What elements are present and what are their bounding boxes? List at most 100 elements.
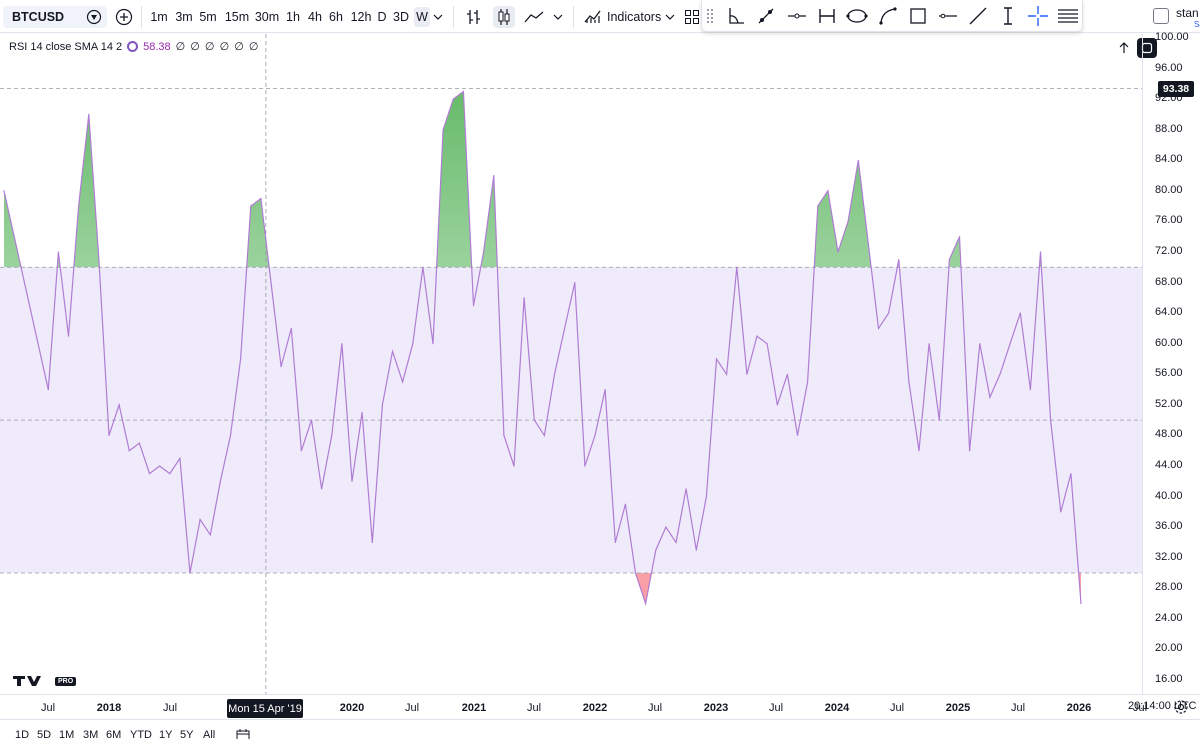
range-1d[interactable]: 1D xyxy=(15,729,30,739)
curve-icon[interactable] xyxy=(876,4,900,28)
rsi-point xyxy=(179,457,181,459)
checkbox[interactable] xyxy=(1153,8,1169,24)
range-5y[interactable]: 5Y xyxy=(180,729,194,739)
rsi-point xyxy=(361,411,363,414)
interval-1m[interactable]: 1m xyxy=(150,10,168,24)
settings-gear-icon[interactable] xyxy=(1173,699,1189,715)
range-1m[interactable]: 1M xyxy=(59,729,75,739)
ray-icon[interactable] xyxy=(966,4,990,28)
bars-style-icon[interactable] xyxy=(463,6,485,28)
price-tick-label: 68.00 xyxy=(1155,275,1183,288)
line-chart-icon[interactable] xyxy=(523,6,545,28)
rsi-point xyxy=(726,373,728,375)
time-tick-label: 2023 xyxy=(703,702,729,714)
menu-lines-icon[interactable] xyxy=(1056,4,1080,28)
rsi-point xyxy=(958,236,961,238)
horizontal-ray-icon[interactable] xyxy=(785,4,809,28)
drag-handle-icon[interactable] xyxy=(706,8,716,24)
symbol-search-button[interactable]: BTCUSD xyxy=(3,6,107,28)
rsi-line xyxy=(3,90,1082,606)
rsi-point xyxy=(999,373,1001,375)
interval-15m[interactable]: 15m xyxy=(224,10,250,24)
price-scale[interactable]: 100.00 96.00 92.00 88.00 84.00 80.00 76.00 72.0… xyxy=(1142,31,1200,694)
tradingview-logo[interactable]: PRO xyxy=(13,675,77,687)
ellipse-icon[interactable] xyxy=(845,4,869,28)
range-1y[interactable]: 1Y xyxy=(159,729,173,739)
rsi-chart xyxy=(0,34,1142,694)
rsi-point xyxy=(260,197,262,200)
range-ytd[interactable]: YTD xyxy=(130,729,152,739)
time-tick-label: Jul xyxy=(1010,702,1026,714)
chevron-down-icon[interactable] xyxy=(550,6,566,28)
chevron-down-icon[interactable] xyxy=(430,6,446,28)
interval-w[interactable]: W xyxy=(414,7,430,27)
rsi-point xyxy=(1070,473,1072,475)
rsi-point xyxy=(57,251,60,253)
interval-12h[interactable]: 12h xyxy=(350,10,372,24)
rectangle-icon[interactable] xyxy=(906,4,930,28)
add-symbol-icon[interactable] xyxy=(113,6,135,28)
rsi-point xyxy=(108,434,110,436)
rsi-point xyxy=(655,549,657,551)
rsi-point xyxy=(1039,251,1042,253)
time-scale[interactable]: Jul 2018 Jul 2020 Jul 2021 Jul 2022 Jul 2023 Jul 20… xyxy=(0,694,1200,719)
interval-4h[interactable]: 4h xyxy=(308,10,322,24)
rsi-chart-pane[interactable] xyxy=(0,34,1142,694)
rsi-point xyxy=(1050,419,1052,421)
angle-tool-icon[interactable] xyxy=(724,4,748,28)
price-tick-label: 76.00 xyxy=(1155,214,1183,227)
rsi-point xyxy=(553,373,556,375)
rsi-point xyxy=(219,480,221,482)
time-tick-label: Jul xyxy=(768,702,784,714)
horizontal-line-icon[interactable] xyxy=(936,4,960,28)
price-tick-label: 44.00 xyxy=(1155,459,1183,471)
rsi-point xyxy=(452,98,454,100)
rsi-point xyxy=(118,404,120,406)
range-5d[interactable]: 5D xyxy=(37,729,52,739)
publish-area: stan Sa xyxy=(1152,6,1200,29)
loading-circle-icon xyxy=(127,41,139,52)
rsi-point xyxy=(574,282,576,284)
rsi-point xyxy=(412,343,414,345)
price-tick-label: 80.00 xyxy=(1155,183,1183,196)
time-tick-label: Jul xyxy=(40,702,56,714)
range-bar: 1D 5D 1M 3M 6M YTD 1Y 5Y All xyxy=(0,719,1200,739)
interval-5m[interactable]: 5m xyxy=(199,10,217,24)
chevron-down-icon[interactable] xyxy=(662,6,678,28)
candles-icon[interactable] xyxy=(493,6,515,28)
tv-logo-icon xyxy=(13,676,41,686)
price-tick-label: 56.00 xyxy=(1155,367,1183,380)
rsi-point xyxy=(199,518,201,521)
arrow-up-icon[interactable] xyxy=(1114,38,1134,58)
crypto-coin-icon xyxy=(86,9,102,25)
status-text: stan xyxy=(1176,6,1199,20)
indicators-button[interactable]: Indicators xyxy=(584,6,661,28)
rsi-point xyxy=(169,473,171,475)
rsi-point xyxy=(88,113,90,115)
calendar-icon[interactable] xyxy=(236,728,250,739)
range-3m[interactable]: 3M xyxy=(83,729,99,739)
price-tick-label: 16.00 xyxy=(1155,673,1183,685)
interval-d[interactable]: D xyxy=(377,10,387,24)
rsi-point xyxy=(280,366,282,368)
interval-6h[interactable]: 6h xyxy=(329,10,343,24)
range-6m[interactable]: 6M xyxy=(106,729,122,739)
indicator-legend[interactable]: RSI 14 close SMA 14 2 58.38 ∅ ∅ ∅ ∅ ∅ ∅ xyxy=(9,40,260,53)
interval-30m[interactable]: 30m xyxy=(254,10,280,24)
templates-icon[interactable] xyxy=(681,6,703,28)
price-tick-label: 64.00 xyxy=(1155,306,1183,319)
trend-line-icon[interactable] xyxy=(754,4,778,28)
crosshair-icon[interactable] xyxy=(1026,4,1050,28)
rsi-point xyxy=(746,373,748,375)
toolbar-divider xyxy=(141,6,142,28)
interval-3d[interactable]: 3D xyxy=(393,10,409,24)
range-measure-icon[interactable] xyxy=(815,4,839,28)
rsi-point xyxy=(584,465,586,467)
interval-1h[interactable]: 1h xyxy=(286,10,300,24)
range-all[interactable]: All xyxy=(203,729,216,739)
rsi-point xyxy=(918,450,920,452)
text-cursor-icon[interactable] xyxy=(996,4,1020,28)
time-tick-label: 2021 xyxy=(461,702,487,714)
interval-3m[interactable]: 3m xyxy=(175,10,193,24)
rsi-point xyxy=(675,541,677,543)
